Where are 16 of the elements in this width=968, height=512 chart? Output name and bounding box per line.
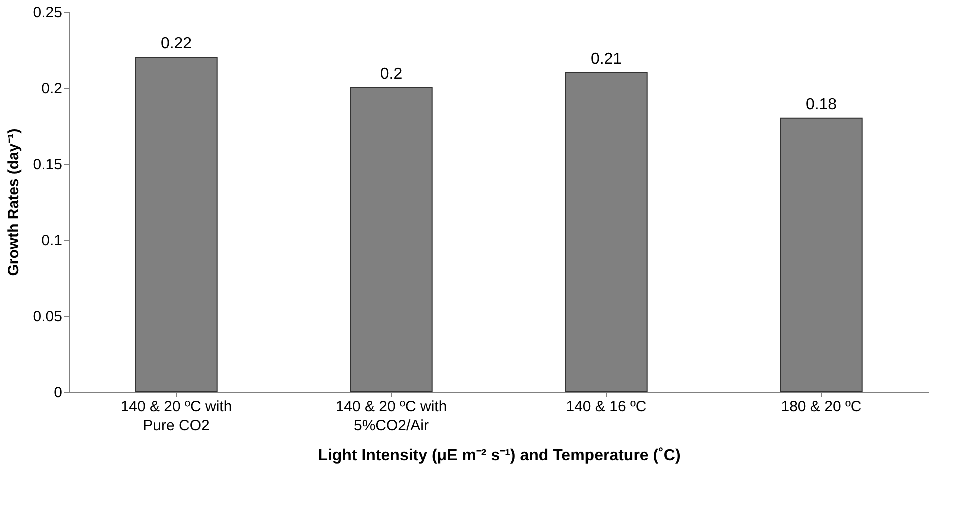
x-tick-label: 140 & 16 ºC [566,398,647,416]
y-tick-label: 0.1 [42,232,62,250]
y-tick-label: 0.25 [33,4,62,22]
y-tick-label: 0.15 [33,156,62,174]
y-tick-label: 0 [54,384,62,402]
x-axis-title: Light Intensity (μE m⁻² s⁻¹) and Temperature (˚C) [318,448,681,464]
x-tick-label: 140 & 20 ºC with 5%CO2/Air [336,398,448,434]
x-tick-label: 180 & 20 ºC [781,398,862,416]
data-label: 0.18 [806,96,838,114]
y-tick-label: 0.05 [33,308,62,326]
y-axis-title: Growth Rates (day⁻¹) [5,128,22,276]
data-label: 0.22 [160,36,192,53]
y-tick-label: 0.2 [42,80,62,98]
x-tick-label: 140 & 20 ºC with Pure CO2 [120,398,232,434]
data-label: 0.21 [590,50,622,68]
data-label: 0.2 [380,66,403,83]
